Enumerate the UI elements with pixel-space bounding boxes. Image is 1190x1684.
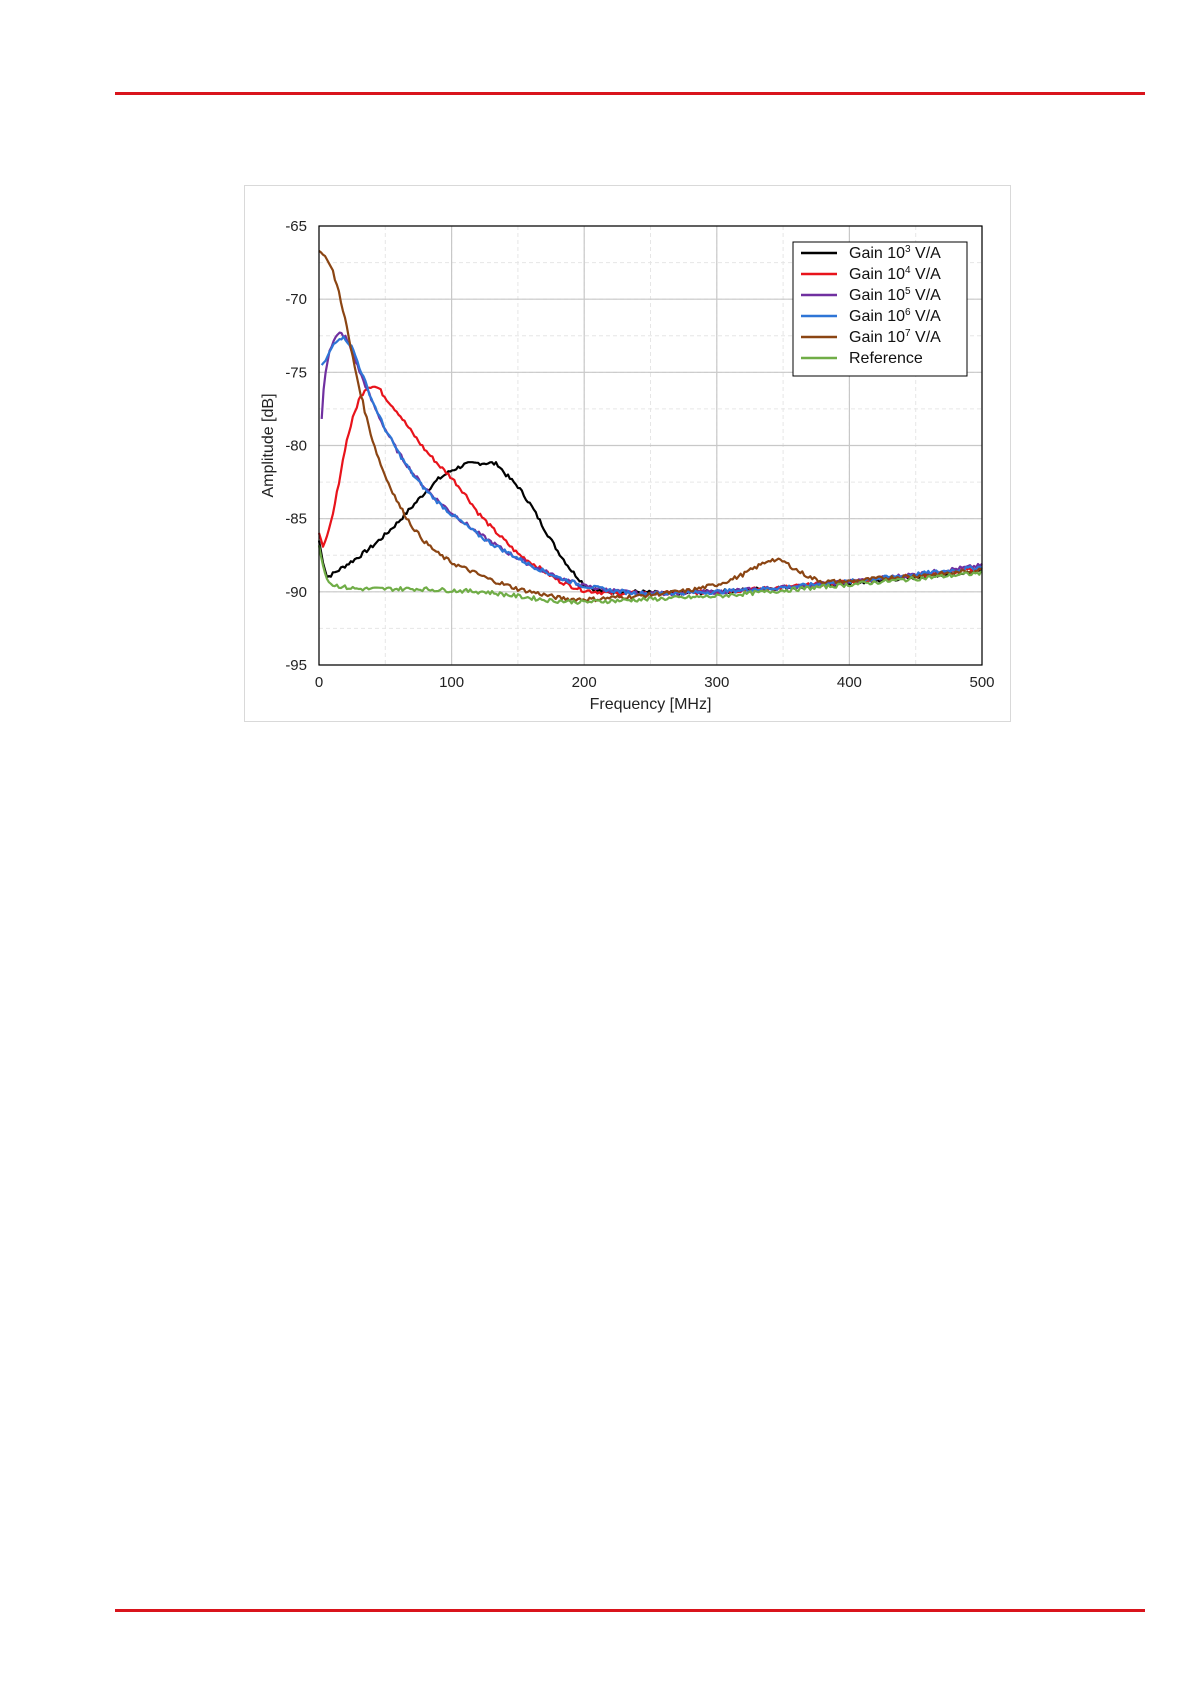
legend-label: Gain 107 V/A: [849, 328, 941, 346]
tick-labels: 0 100 200 300 400 500 -65 -70 -75 -80 -85 -90 -95: [285, 218, 994, 691]
series-line-4: [318, 250, 982, 603]
frequency-response-chart: 0 100 200 300 400 500 -65 -70 -75 -80 -85 -90 -95 Fr…: [260, 218, 995, 713]
legend-label: Gain 106 V/A: [849, 307, 941, 325]
x-tick-label: 300: [704, 674, 729, 691]
x-tick-label: 0: [315, 674, 323, 691]
x-tick-label: 400: [837, 674, 862, 691]
y-axis-title: Amplitude [dB]: [260, 393, 277, 497]
footer-rule: [115, 1609, 1145, 1612]
y-tick-label: -65: [285, 218, 307, 235]
series-lines: [317, 250, 983, 605]
y-tick-label: -85: [285, 511, 307, 528]
series-line-3: [320, 335, 983, 597]
legend-label: Gain 105 V/A: [849, 286, 941, 304]
legend-box: [792, 241, 968, 377]
legend-label: Gain 103 V/A: [849, 244, 941, 262]
legend: Gain 103 V/A Gain 104 V/A Gain 105 V/A Gain…: [792, 241, 968, 377]
series-line-5: [317, 545, 983, 605]
chart-frame: 0 100 200 300 400 500 -65 -70 -75 -80 -85 -90 -95 Fr…: [244, 185, 1011, 722]
x-tick-label: 500: [969, 674, 994, 691]
x-tick-label: 200: [572, 674, 597, 691]
y-tick-label: -80: [285, 438, 307, 455]
legend-label: Reference: [849, 350, 923, 367]
y-tick-label: -90: [285, 584, 307, 601]
y-tick-label: -70: [285, 291, 307, 308]
x-tick-label: 100: [439, 674, 464, 691]
y-tick-label: -75: [285, 364, 307, 381]
legend-label: Gain 104 V/A: [849, 265, 941, 283]
x-axis-title: Frequency [MHz]: [590, 696, 712, 713]
y-tick-label: -95: [285, 657, 307, 674]
header-rule: [115, 92, 1145, 95]
plot-border: [318, 225, 983, 666]
